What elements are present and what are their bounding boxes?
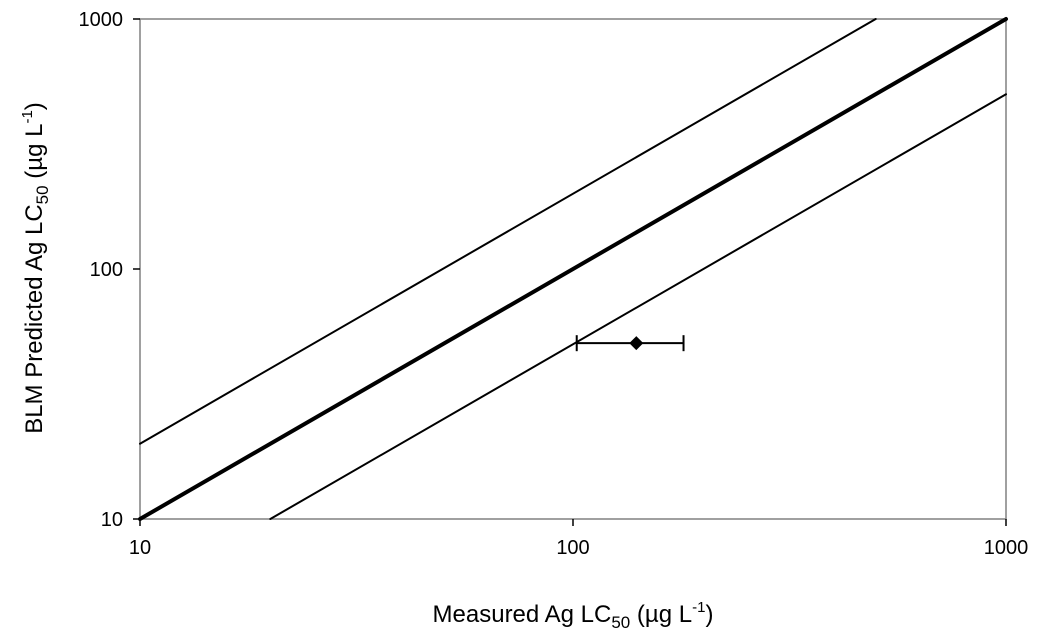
x-tick-label: 10	[129, 537, 151, 559]
upper-bound-line	[139, 18, 877, 445]
y-tick-label: 1000	[79, 9, 124, 31]
points-layer	[575, 335, 685, 352]
y-tick-label: 100	[90, 259, 123, 281]
x-tick-label: 100	[556, 537, 589, 559]
x-axis-title: Measured Ag LC50 (µg L-1)	[433, 599, 714, 632]
x-tick-label: 1000	[984, 537, 1029, 559]
one-to-one-line	[138, 17, 1008, 521]
y-tick-label: 10	[101, 509, 123, 531]
y-axis-title: BLM Predicted Ag LC50 (µg L-1)	[19, 102, 52, 434]
lines-layer	[138, 17, 1008, 521]
x-tick-labels: 10 100 1000	[129, 537, 1028, 559]
x-tick-marks	[139, 519, 1007, 526]
y-tick-labels: 10 100 1000	[79, 9, 124, 531]
data-point-marker	[629, 336, 644, 351]
lower-bound-line	[269, 93, 1007, 520]
y-tick-marks	[133, 18, 140, 520]
